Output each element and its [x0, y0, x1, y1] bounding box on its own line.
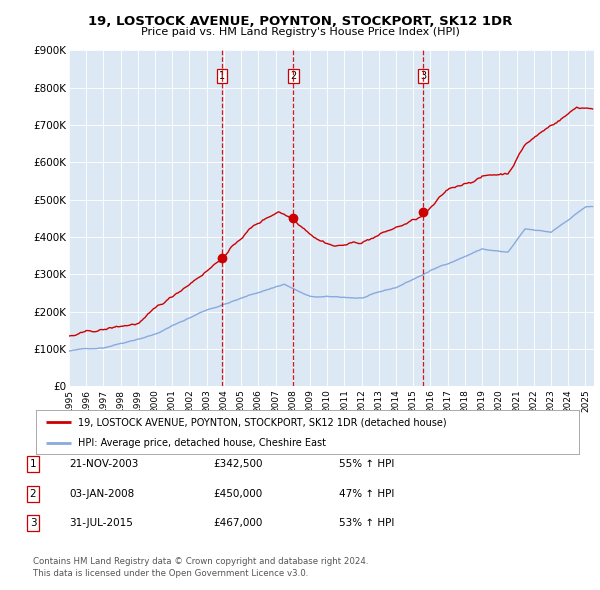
Text: 2: 2	[290, 71, 296, 81]
Text: 1: 1	[29, 460, 37, 469]
Text: 55% ↑ HPI: 55% ↑ HPI	[339, 460, 394, 469]
Text: Contains HM Land Registry data © Crown copyright and database right 2024.: Contains HM Land Registry data © Crown c…	[33, 557, 368, 566]
Text: 31-JUL-2015: 31-JUL-2015	[69, 519, 133, 528]
Text: 2: 2	[29, 489, 37, 499]
Text: 3: 3	[420, 71, 427, 81]
Text: HPI: Average price, detached house, Cheshire East: HPI: Average price, detached house, Ches…	[79, 438, 326, 448]
Text: 03-JAN-2008: 03-JAN-2008	[69, 489, 134, 499]
Text: £342,500: £342,500	[213, 460, 263, 469]
Text: 3: 3	[29, 519, 37, 528]
Text: £467,000: £467,000	[213, 519, 262, 528]
Text: 21-NOV-2003: 21-NOV-2003	[69, 460, 139, 469]
Text: 47% ↑ HPI: 47% ↑ HPI	[339, 489, 394, 499]
Text: Price paid vs. HM Land Registry's House Price Index (HPI): Price paid vs. HM Land Registry's House …	[140, 27, 460, 37]
Text: 19, LOSTOCK AVENUE, POYNTON, STOCKPORT, SK12 1DR: 19, LOSTOCK AVENUE, POYNTON, STOCKPORT, …	[88, 15, 512, 28]
Text: This data is licensed under the Open Government Licence v3.0.: This data is licensed under the Open Gov…	[33, 569, 308, 578]
Text: 1: 1	[219, 71, 225, 81]
Text: 19, LOSTOCK AVENUE, POYNTON, STOCKPORT, SK12 1DR (detached house): 19, LOSTOCK AVENUE, POYNTON, STOCKPORT, …	[79, 418, 447, 427]
Text: £450,000: £450,000	[213, 489, 262, 499]
Text: 53% ↑ HPI: 53% ↑ HPI	[339, 519, 394, 528]
